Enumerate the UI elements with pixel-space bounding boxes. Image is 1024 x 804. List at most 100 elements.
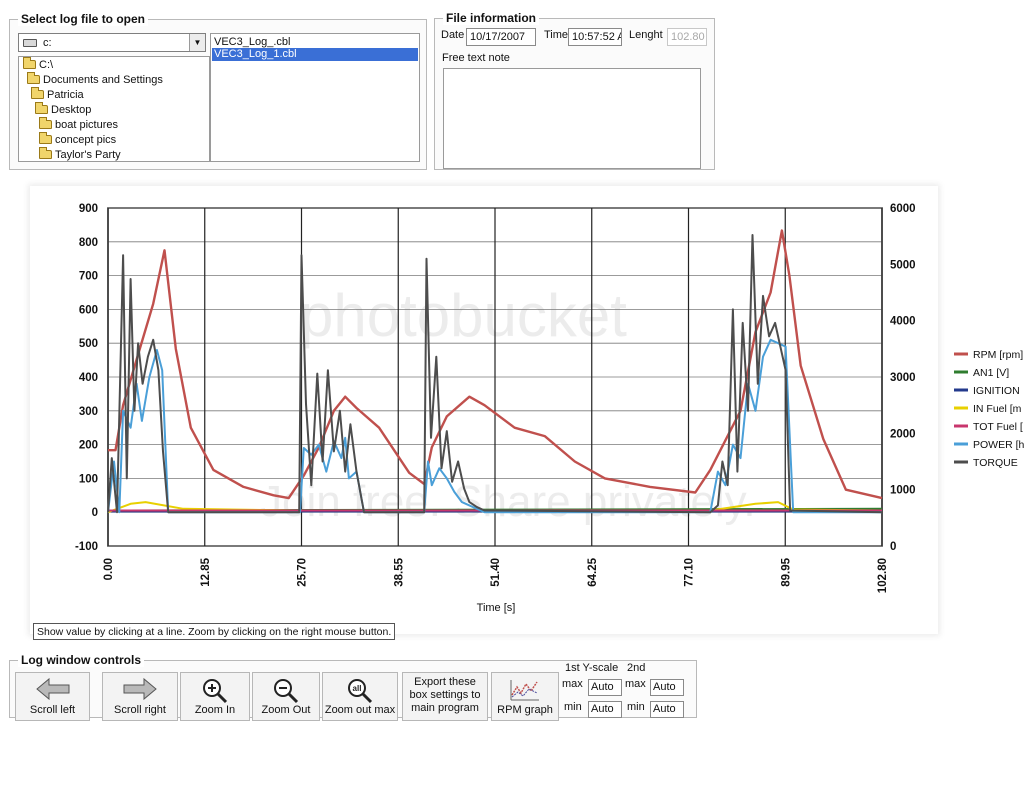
file-info-panel-title: File information	[443, 11, 539, 25]
log-controls-panel: Log window controls Scroll left Scroll r…	[9, 653, 697, 721]
series-line-6[interactable]	[107, 234, 883, 514]
legend-entry: IN Fuel [m	[973, 403, 1022, 415]
y-right-tick-label: 2000	[890, 428, 916, 440]
y1-min-field[interactable]: Auto	[588, 701, 622, 718]
tree-item[interactable]: Desktop	[35, 102, 91, 119]
y-right-tick-label: 1000	[890, 485, 916, 497]
y-left-tick-label: 900	[79, 203, 98, 215]
folder-icon	[39, 147, 52, 159]
legend-entry: POWER [h	[973, 439, 1024, 451]
drive-select[interactable]: c: ▼	[18, 33, 206, 52]
folder-tree[interactable]: C:\ Documents and Settings Patricia Desk…	[18, 56, 210, 162]
y-right-tick-label: 4000	[890, 316, 916, 328]
tree-item[interactable]: Taylor's Party	[39, 147, 121, 161]
legend: RPM [rpm] AN1 [V] IGNITION IN Fuel [m TOT Fu…	[954, 349, 1024, 469]
folder-icon	[23, 57, 36, 69]
legend-entry: AN1 [V]	[973, 367, 1009, 379]
y2-scale-label: 2nd	[627, 662, 646, 674]
y-left-tick-label: 500	[79, 338, 98, 350]
export-label-line2: box settings to	[409, 689, 481, 701]
time-label: Time	[544, 29, 569, 41]
tree-item[interactable]: Patricia	[31, 87, 84, 104]
chart-axes: 9008007006005004003002001000-10060005000…	[75, 203, 916, 593]
y2-min-field[interactable]: Auto	[650, 701, 684, 718]
folder-icon	[27, 72, 40, 84]
y-right-tick-label: 3000	[890, 372, 916, 384]
legend-entry: IGNITION	[973, 385, 1020, 397]
log-chart-svg[interactable]: photobucket Join free. Share privately. …	[30, 186, 938, 634]
y1-max-field[interactable]: Auto	[588, 679, 622, 696]
y-left-tick-label: 300	[79, 406, 98, 418]
tree-item[interactable]: concept pics	[39, 132, 116, 149]
log-chart[interactable]: photobucket Join free. Share privately. …	[30, 186, 938, 634]
chart-grid	[107, 207, 883, 547]
x-tick-label: 38.55	[393, 557, 405, 586]
y-right-tick-label: 6000	[890, 203, 916, 215]
tree-item[interactable]: boat pictures	[39, 117, 118, 134]
x-tick-label: 77.10	[684, 558, 696, 587]
length-label: Lenght	[629, 29, 663, 41]
export-label-line3: main program	[411, 702, 479, 714]
chart-series[interactable]	[107, 229, 883, 514]
y-left-tick-label: 600	[79, 304, 98, 316]
graph-icon	[510, 680, 539, 701]
date-field[interactable]: 10/17/2007	[466, 28, 536, 46]
y1-max-label: max	[562, 678, 583, 690]
date-label: Date	[441, 29, 465, 41]
zoom-in-button[interactable]: Zoom In	[180, 672, 250, 721]
y-left-tick-label: 700	[79, 271, 98, 283]
watermark-tagline: Join free. Share privately.	[260, 477, 756, 526]
arrow-right-icon	[123, 677, 157, 701]
y-left-tick-label: 200	[79, 440, 98, 452]
folder-icon	[39, 117, 52, 129]
legend-entry: TOT Fuel [	[973, 421, 1023, 433]
export-settings-button[interactable]: Export these box settings to main progra…	[402, 672, 488, 721]
tree-item[interactable]: C:\	[23, 57, 53, 74]
x-tick-label: 25.70	[297, 558, 309, 587]
x-tick-label: 64.25	[587, 557, 599, 586]
x-tick-label: 51.40	[490, 558, 502, 587]
note-label: Free text note	[442, 52, 510, 64]
export-label-line1: Export these	[414, 676, 476, 688]
scroll-left-label: Scroll left	[29, 704, 76, 716]
log-controls-title: Log window controls	[18, 653, 144, 667]
y-left-tick-label: -100	[75, 541, 98, 553]
log-file-panel-title: Select log file to open	[18, 12, 149, 26]
file-info-panel: File information Date 10/17/2007 Time 10…	[434, 11, 715, 170]
scroll-right-button[interactable]: Scroll right	[102, 672, 178, 721]
legend-entry: RPM [rpm]	[973, 349, 1023, 361]
watermark: photobucket Join free. Share privately.	[260, 282, 756, 526]
zoom-all-icon-text: all	[353, 684, 362, 693]
zoom-in-label: Zoom In	[194, 704, 236, 716]
zoom-in-icon	[203, 679, 228, 704]
y-right-tick-label: 0	[890, 541, 896, 553]
drive-select-value: c:	[43, 37, 52, 49]
y-right-tick-label: 5000	[890, 259, 916, 271]
zoom-out-max-label: Zoom out max	[324, 704, 396, 716]
folder-icon	[35, 102, 48, 114]
x-tick-label: 0.00	[103, 558, 115, 580]
file-item-selected[interactable]: VEC3_Log_1.cbl	[212, 48, 418, 61]
chevron-down-icon[interactable]: ▼	[189, 34, 205, 51]
scroll-right-label: Scroll right	[114, 704, 166, 716]
zoom-out-button[interactable]: Zoom Out	[252, 672, 320, 721]
scroll-left-button[interactable]: Scroll left	[15, 672, 90, 721]
x-axis-title: Time [s]	[477, 602, 516, 614]
zoom-out-label: Zoom Out	[261, 704, 311, 716]
time-field[interactable]: 10:57:52 A	[568, 28, 622, 46]
zoom-out-max-button[interactable]: all Zoom out max	[322, 672, 398, 721]
note-textarea[interactable]	[443, 68, 701, 169]
y2-max-label: max	[625, 678, 646, 690]
chart-hint: Show value by clicking at a line. Zoom b…	[33, 623, 396, 640]
y-left-tick-label: 400	[79, 372, 98, 384]
rpm-graph-button[interactable]: RPM graph	[491, 672, 559, 721]
y2-max-field[interactable]: Auto	[650, 679, 684, 696]
y-left-tick-label: 0	[92, 507, 98, 519]
tree-item[interactable]: Documents and Settings	[27, 72, 163, 89]
y2-min-label: min	[627, 701, 645, 713]
y-left-tick-label: 100	[79, 473, 98, 485]
file-item[interactable]: VEC3_Log_.cbl	[214, 36, 291, 48]
file-list[interactable]: VEC3_Log_.cbl VEC3_Log_1.cbl	[210, 33, 420, 162]
y-left-tick-label: 800	[79, 237, 98, 249]
watermark-brand: photobucket	[300, 282, 627, 349]
